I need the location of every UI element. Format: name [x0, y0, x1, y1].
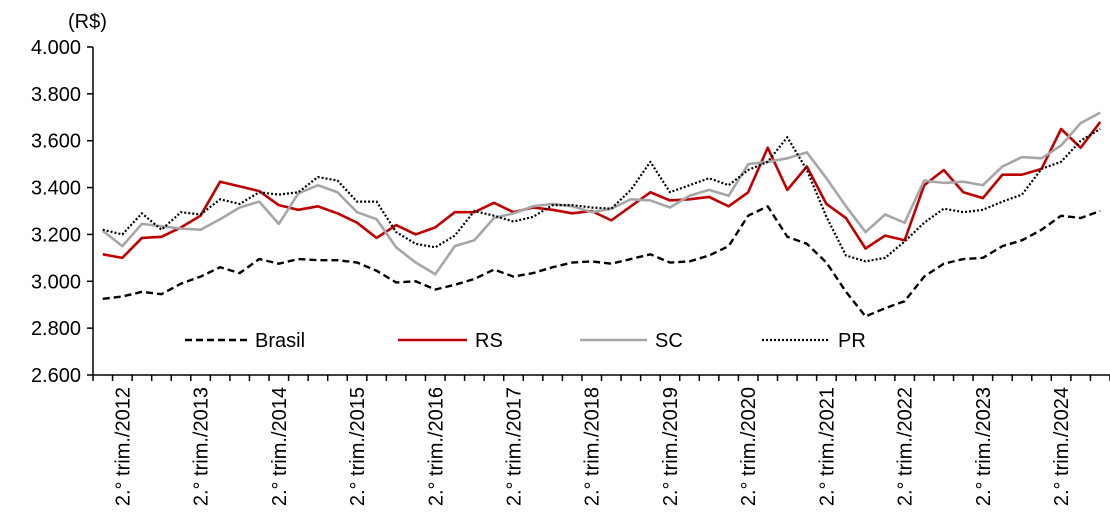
series-line-brasil [102, 205, 1101, 318]
x-tick-label: 2.° trim./2024 [1051, 387, 1073, 506]
x-tick-label: 2.° trim./2019 [660, 387, 682, 506]
y-tick-label: 3.400 [31, 178, 81, 200]
y-tick-label: 3.600 [31, 131, 81, 153]
series-line-sc [101, 111, 1101, 276]
x-tick-label: 2.° trim./2015 [347, 387, 369, 506]
x-tick-label: 2.° trim./2014 [269, 387, 291, 506]
x-tick-label: 2.° trim./2016 [425, 387, 447, 506]
x-tick-label: 2.° trim./2017 [503, 387, 525, 506]
x-axis: 2.° trim./2012 2.° trim./2013 2.° trim./20… [92, 374, 1110, 506]
y-tick-label: 3.800 [31, 84, 81, 106]
legend-label-rs: RS [475, 330, 503, 352]
x-tick-label: 2.° trim./2021 [816, 387, 838, 506]
x-tick-label: 2.° trim./2023 [973, 387, 995, 506]
x-tick-label: 2.° trim./2013 [191, 387, 213, 506]
legend: Brasil RS SC PR [185, 330, 866, 352]
y-tick-label: 4.000 [31, 37, 81, 59]
y-axis-unit-label: (R$) [68, 11, 107, 33]
x-tick-label: 2.° trim./2018 [582, 387, 604, 506]
y-tick-label: 3.200 [31, 224, 81, 246]
x-tick-label: 2.° trim./2022 [895, 387, 917, 506]
y-tick-label: 2.800 [31, 318, 81, 340]
x-tick-label: 2.° trim./2020 [738, 387, 760, 506]
series-line-pr [102, 128, 1101, 263]
legend-label-sc: SC [655, 330, 683, 352]
y-tick-label: 3.000 [31, 271, 81, 293]
y-axis: 2.600 2.800 3.000 3.200 3.400 3.600 3.800 4.000 [31, 37, 94, 387]
y-tick-label: 2.600 [31, 365, 81, 387]
legend-label-brasil: Brasil [255, 330, 305, 352]
legend-label-pr: PR [838, 330, 866, 352]
x-tick-label: 2.° trim./2012 [112, 387, 134, 506]
series-lines [101, 111, 1102, 318]
series-line-rs [102, 121, 1102, 260]
